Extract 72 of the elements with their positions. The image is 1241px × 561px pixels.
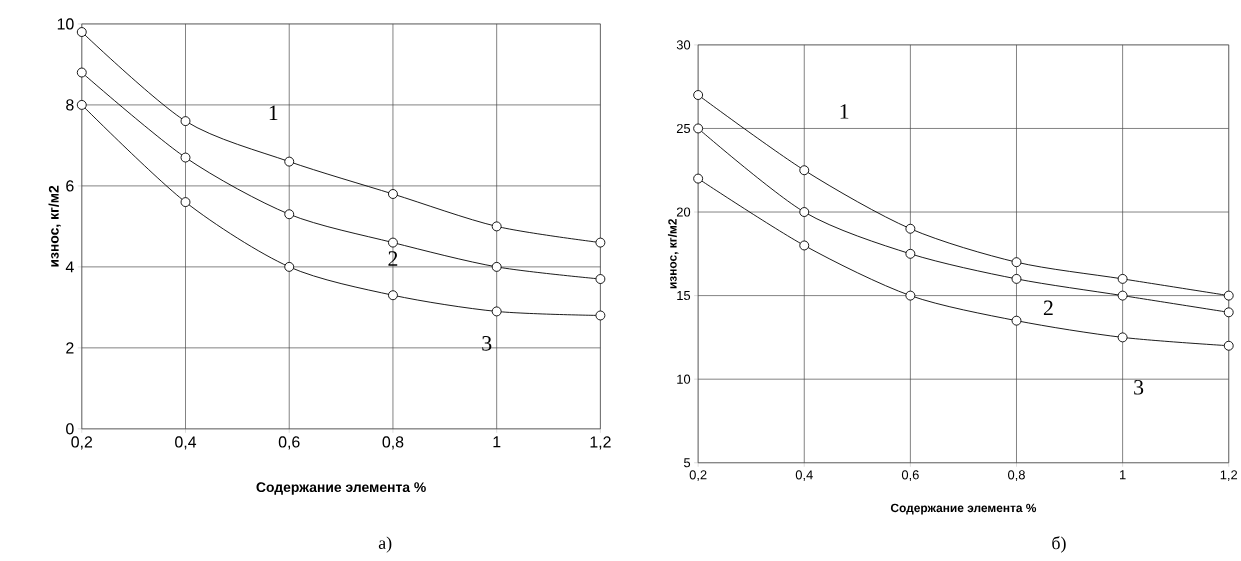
point	[595, 237, 606, 248]
y-tick-label: 8	[66, 99, 74, 111]
point	[799, 240, 810, 251]
x-tick-label: 0,6	[901, 470, 919, 482]
point	[1223, 307, 1234, 318]
annotation: 1	[840, 104, 849, 119]
x-tick-label: 0,8	[382, 436, 404, 450]
point	[284, 209, 295, 220]
point	[1011, 274, 1022, 285]
point	[180, 197, 191, 208]
x-tick-label: 1,2	[1220, 470, 1238, 482]
point	[1011, 257, 1022, 268]
point	[693, 90, 704, 101]
point	[1011, 315, 1022, 326]
annotation: 3	[482, 336, 492, 351]
annotation: 1	[269, 105, 278, 121]
x-axis-title: Содержание элемента %	[256, 482, 426, 496]
point	[595, 310, 606, 321]
point	[693, 173, 704, 184]
point	[905, 224, 916, 234]
point	[284, 156, 295, 167]
point	[180, 116, 191, 127]
x-tick-label: 1	[493, 436, 501, 448]
text: б)	[1052, 536, 1066, 554]
y-tick-label: 15	[677, 291, 691, 301]
point	[491, 221, 502, 232]
y-tick-label: 10	[57, 18, 74, 30]
point	[1117, 290, 1128, 301]
y-axis-title: износ, кг/м2	[667, 219, 679, 289]
point	[1117, 332, 1128, 343]
annotation: 3	[1134, 380, 1144, 395]
y-tick-label: 25	[676, 124, 691, 134]
x-tick-label: 0,4	[175, 436, 197, 450]
annotation: 2	[388, 251, 398, 267]
point	[595, 274, 606, 285]
y-axis-title: износ, кг/м2	[48, 186, 61, 267]
x-tick-label: 1,2	[590, 436, 611, 450]
y-tick-label: 30	[676, 40, 691, 50]
point	[491, 306, 502, 317]
annotation: 2	[1043, 300, 1053, 316]
point	[799, 165, 810, 176]
point	[905, 249, 916, 259]
y-tick-label: 0	[66, 423, 74, 435]
y-tick-label: 20	[676, 207, 691, 217]
x-axis-title: Содержание элемента %	[890, 503, 1037, 515]
point	[1223, 290, 1234, 301]
text: а)	[378, 536, 392, 553]
y-tick-label: 5	[683, 458, 691, 468]
point	[905, 290, 916, 301]
point	[388, 189, 398, 200]
x-tick-label: 0,8	[1008, 470, 1025, 482]
x-tick-label: 0,6	[278, 436, 300, 450]
point	[180, 152, 191, 163]
y-tick-label: 2	[66, 342, 74, 354]
x-tick-label: 0,2	[71, 436, 93, 450]
x-tick-label: 1	[1120, 470, 1126, 480]
point	[491, 262, 502, 273]
y-tick-label: 4	[65, 261, 74, 273]
x-tick-label: 0,2	[689, 470, 707, 482]
point	[799, 207, 810, 218]
point	[693, 123, 704, 134]
point	[76, 27, 87, 38]
x-tick-label: 0,4	[795, 470, 813, 482]
y-tick-label: 10	[677, 374, 691, 385]
point	[1223, 341, 1234, 351]
point	[1117, 274, 1128, 285]
point	[388, 237, 398, 248]
point	[76, 67, 87, 78]
point	[284, 262, 295, 273]
point	[76, 100, 87, 111]
point	[388, 290, 398, 301]
y-tick-label: 6	[66, 180, 74, 192]
